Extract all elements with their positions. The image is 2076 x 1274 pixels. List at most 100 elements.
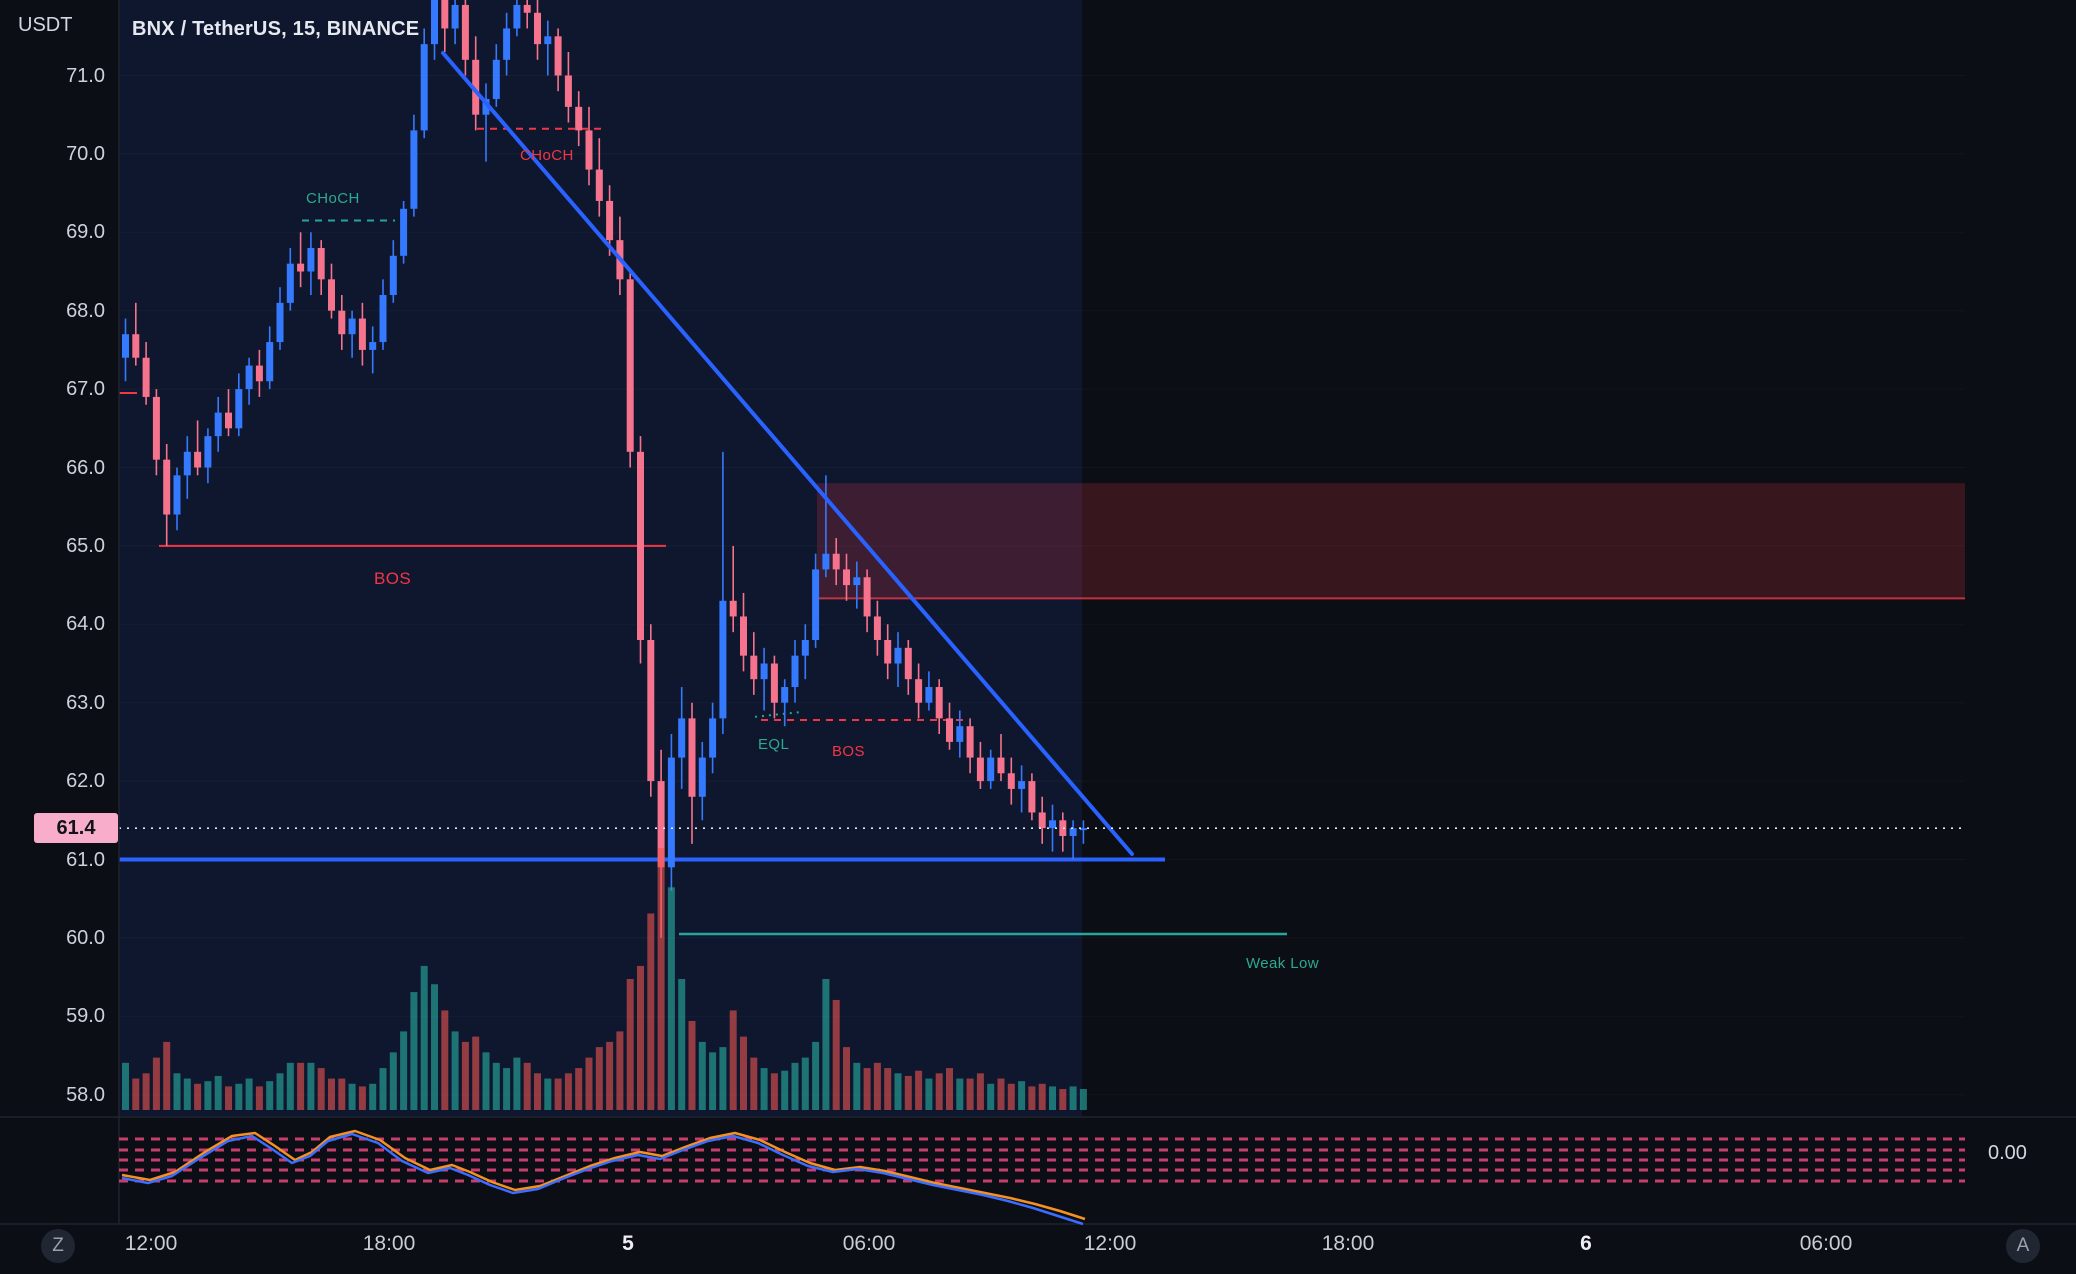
volume-bar <box>132 1078 140 1110</box>
candle <box>1018 765 1026 813</box>
candle <box>946 702 953 750</box>
volume-bar <box>544 1078 552 1110</box>
volume-bar <box>307 1062 315 1110</box>
candle <box>1079 820 1087 844</box>
volume-bar <box>286 1062 294 1110</box>
candle <box>1049 804 1056 852</box>
time-tick-label: 5 <box>622 1232 634 1255</box>
candle <box>431 0 438 60</box>
timezone-button[interactable]: Z <box>41 1229 75 1263</box>
candle <box>513 0 521 37</box>
candle <box>369 326 377 374</box>
candle <box>564 51 572 123</box>
symbol-title[interactable]: BNX / TetherUS, 15, BINANCE <box>132 18 420 40</box>
candle <box>132 302 140 366</box>
candle <box>688 702 696 844</box>
candle <box>729 545 737 633</box>
candle <box>760 647 768 711</box>
candle <box>637 436 644 664</box>
volume-bar <box>935 1073 943 1110</box>
annotation-choch-upper: CHoCH <box>306 190 360 207</box>
volume-bar <box>698 1041 706 1110</box>
candle <box>534 0 541 60</box>
volume-bar <box>297 1062 305 1110</box>
candle <box>781 679 789 727</box>
candle <box>1007 757 1015 805</box>
volume-bar <box>564 1073 572 1110</box>
volume-bar <box>194 1083 202 1110</box>
candle <box>595 138 603 217</box>
candle <box>915 663 923 719</box>
supply-zone[interactable] <box>817 483 1965 599</box>
adjust-button[interactable]: A <box>2006 1229 2040 1263</box>
candle <box>420 28 428 139</box>
candle <box>410 114 418 217</box>
volume-bar <box>595 1047 603 1110</box>
oscillator-orange-line <box>121 1129 1086 1221</box>
candle <box>770 655 778 719</box>
volume-bar <box>740 1036 747 1110</box>
volume-bar <box>843 1047 850 1110</box>
candle <box>235 373 243 437</box>
annotation-weak-low: Weak Low <box>1246 955 1319 972</box>
volume-bar <box>523 1062 531 1110</box>
volume-bar <box>554 1078 562 1110</box>
candle <box>451 0 459 45</box>
price-tick-label: 64.0 <box>66 613 105 636</box>
volume-bar <box>338 1078 346 1110</box>
volume-bar <box>1038 1083 1046 1110</box>
volume-bar <box>266 1081 274 1110</box>
candle <box>183 436 191 499</box>
candle <box>1069 820 1077 860</box>
volume-bar <box>709 1052 717 1110</box>
annotation-choch-mid: CHoCH <box>520 147 574 164</box>
candle <box>554 28 562 92</box>
candle <box>832 538 840 586</box>
volume-bar <box>791 1062 799 1110</box>
candle <box>585 106 593 186</box>
price-tick-label: 69.0 <box>66 221 105 244</box>
candle <box>461 0 469 76</box>
candle <box>997 734 1005 782</box>
candle <box>678 687 686 789</box>
time-tick-label: 18:00 <box>1321 1232 1375 1255</box>
candle <box>379 279 387 350</box>
candle <box>286 247 294 311</box>
volume-bar <box>358 1086 366 1110</box>
volume-bar <box>255 1086 263 1110</box>
price-axis[interactable]: 71.0 70.0 69.0 68.0 67.0 66.0 65.0 64.0 63.0 62.0… <box>0 0 119 1117</box>
candle <box>472 36 480 131</box>
volume-bar <box>173 1073 181 1110</box>
candle <box>719 451 727 735</box>
volume-bar <box>472 1036 480 1110</box>
volume-bar <box>873 1062 881 1110</box>
annotation-bos-mid: BOS <box>832 743 865 760</box>
candle <box>925 671 933 711</box>
volume-bar <box>976 1073 984 1110</box>
volume-bar <box>400 1031 408 1110</box>
candle <box>1059 812 1067 852</box>
volume-bar <box>750 1057 758 1110</box>
volume-bar <box>760 1068 768 1110</box>
volume-bar <box>369 1083 377 1110</box>
time-axis[interactable]: 12:00 18:00 5 06:00 12:00 18:00 6 06:00 <box>0 1224 2076 1274</box>
volume-bar <box>1028 1086 1036 1110</box>
volume-bar <box>328 1078 335 1110</box>
candle <box>245 357 253 405</box>
candle <box>863 569 871 633</box>
volume-bar <box>575 1068 583 1110</box>
volume-bar <box>987 1083 995 1110</box>
candle <box>307 232 315 296</box>
volume-bar <box>667 887 675 1110</box>
volume-bar <box>606 1041 614 1110</box>
price-tick-label: 59.0 <box>66 1005 105 1028</box>
level-line-eql[interactable] <box>754 710 804 718</box>
trendline[interactable] <box>441 51 1134 856</box>
candle <box>956 710 964 758</box>
candle <box>328 263 335 319</box>
price-tick-label: 65.0 <box>66 534 105 557</box>
volume-bar <box>534 1073 541 1110</box>
volume-bar <box>801 1057 809 1110</box>
volume-bar <box>1069 1086 1077 1110</box>
